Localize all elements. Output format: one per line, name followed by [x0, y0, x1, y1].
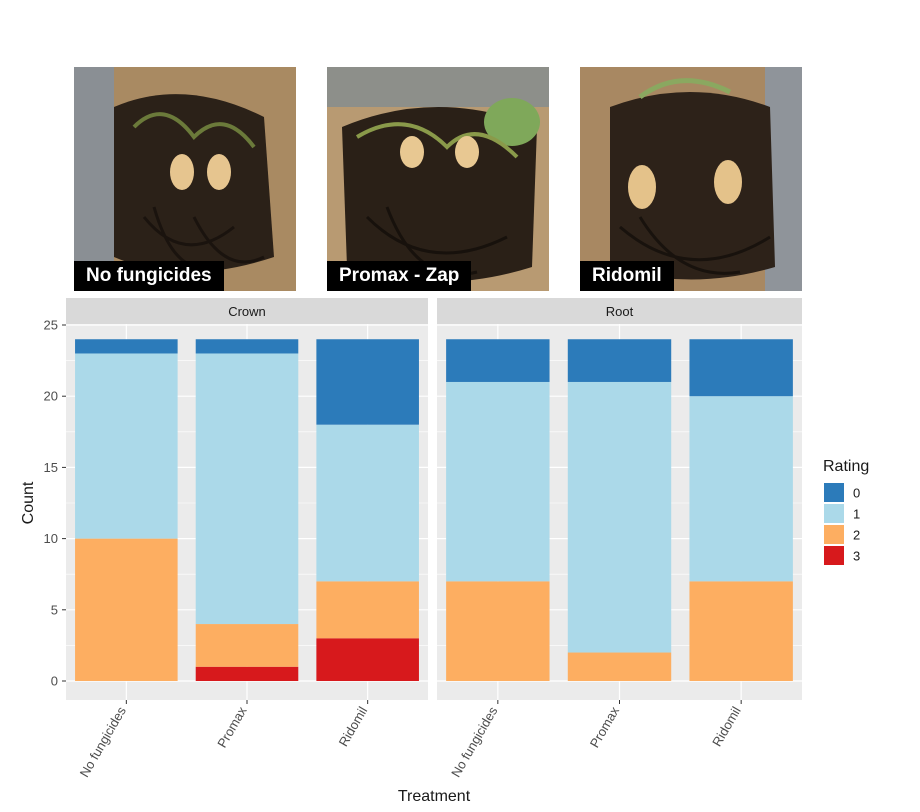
- photo-no-fungicides: No fungicides: [74, 67, 296, 291]
- photo-label: Promax - Zap: [327, 261, 472, 291]
- x-tick-label: Ridomil: [336, 704, 371, 749]
- bar-segment-root-rating-1: [446, 381, 550, 582]
- bar-segment-crown-rating-2: [75, 538, 178, 681]
- y-tick-label: 0: [51, 674, 58, 689]
- photo-label: No fungicides: [74, 261, 224, 291]
- y-axis-title: Count: [20, 481, 37, 524]
- legend-swatch-rating-2: [824, 525, 844, 544]
- y-tick-label: 25: [44, 318, 58, 333]
- facet-strip: [66, 298, 428, 324]
- photo-label: Ridomil: [580, 261, 674, 291]
- y-tick-label: 20: [44, 389, 58, 404]
- bar-segment-crown-rating-1: [195, 353, 299, 625]
- x-tick-label: No fungicides: [77, 704, 130, 780]
- bar-segment-crown-rating-2: [195, 624, 299, 667]
- x-tick-label: Promax: [214, 704, 250, 751]
- photo-ridomil: Ridomil: [580, 67, 802, 291]
- x-tick-label: No fungicides: [448, 704, 501, 780]
- crown-root-photo-icon: [74, 67, 296, 291]
- legend-swatch-rating-1: [824, 504, 844, 523]
- x-tick-label: Promax: [587, 704, 623, 751]
- bar-segment-root-rating-0: [567, 339, 672, 382]
- bar-segment-root-rating-2: [689, 581, 793, 681]
- bar-segment-root-rating-1: [567, 381, 672, 653]
- facet-label: Crown: [228, 304, 266, 319]
- bar-segment-root-rating-1: [689, 396, 793, 582]
- bar-segment-crown-rating-3: [316, 638, 419, 681]
- legend-swatch-rating-0: [824, 483, 844, 502]
- stacked-bar-chart: Crown No fungicides Promax Ridomil Root No fu…: [20, 298, 869, 805]
- facet-strip: [437, 298, 802, 324]
- bar-segment-root-rating-2: [567, 652, 672, 681]
- bar-segment-crown-rating-0: [75, 339, 178, 354]
- y-tick-label: 10: [44, 531, 58, 546]
- bar-segment-crown-rating-0: [195, 339, 299, 354]
- legend-label: 2: [853, 528, 860, 543]
- crown-root-photo-icon: [327, 67, 549, 291]
- legend-label: 0: [853, 486, 860, 501]
- bar-segment-crown-rating-3: [195, 666, 299, 681]
- photo-promax-zap: Promax - Zap: [327, 67, 549, 291]
- x-axis-title: Treatment: [398, 788, 471, 805]
- bar-segment-crown-rating-2: [316, 581, 419, 639]
- bar-segment-root-rating-0: [446, 339, 550, 382]
- legend-label: 3: [853, 549, 860, 564]
- legend-title: Rating: [823, 458, 869, 475]
- bar-segment-crown-rating-1: [75, 353, 178, 539]
- facet-label: Root: [606, 304, 634, 319]
- legend-swatch-rating-3: [824, 546, 844, 565]
- x-tick-label: Ridomil: [709, 704, 744, 749]
- bar-segment-crown-rating-1: [316, 424, 419, 582]
- legend-label: 1: [853, 507, 860, 522]
- bar-segment-root-rating-2: [446, 581, 550, 681]
- crown-root-photo-icon: [580, 67, 802, 291]
- y-tick-label: 15: [44, 460, 58, 475]
- bar-segment-crown-rating-0: [316, 339, 419, 425]
- bar-segment-root-rating-0: [689, 339, 793, 397]
- y-tick-label: 5: [51, 602, 58, 617]
